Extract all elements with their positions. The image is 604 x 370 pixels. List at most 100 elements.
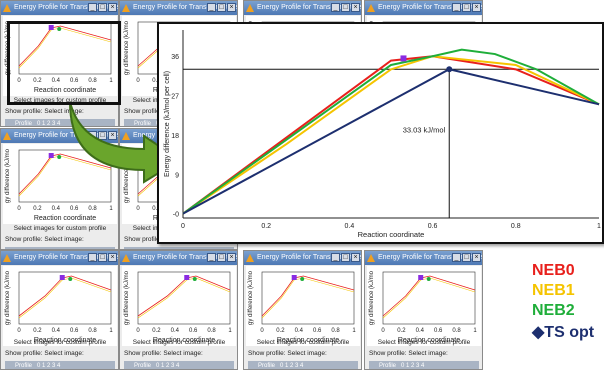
mini-xtick: 0.6 (70, 206, 79, 212)
window-titlebar[interactable]: Energy Profile for Transition State_□× (120, 251, 237, 265)
maximize-button[interactable]: □ (462, 3, 471, 12)
minimize-button[interactable]: _ (88, 3, 97, 12)
zoomed-energy-plot: -0 9 18 27 36 0 0.2 0.4 0.6 0.8 1 Reaction coordina… (157, 22, 604, 244)
mini-xlabel: Reaction coordinate (34, 337, 96, 344)
mini-xlabel: Reaction coordinate (398, 337, 460, 344)
close-button[interactable]: × (227, 253, 236, 262)
maximize-button[interactable]: □ (217, 3, 226, 12)
mini-ylabel: gy difference (kJ/mo (124, 270, 130, 325)
profile-selector[interactable]: Profile 0 1 2 3 4 (5, 361, 115, 369)
profile-indices[interactable]: 0 1 2 3 4 (37, 121, 61, 127)
show-profile-label: Show profile: (124, 236, 162, 243)
close-button[interactable]: × (472, 3, 481, 12)
mini-xtick: 0.2 (152, 78, 161, 84)
window-titlebar[interactable]: Energy Profile for Transition State_□× (365, 1, 482, 15)
select-images-label: Select images for custom profile (256, 339, 350, 346)
select-images-label: Select images for custom profile (377, 339, 471, 346)
close-button[interactable]: × (227, 3, 236, 12)
window-titlebar[interactable]: Energy Profile for Transition State_□× (120, 1, 237, 15)
custom-profile-panel: Select images for custom profile Show pro… (5, 97, 115, 127)
minimize-button[interactable]: _ (452, 253, 461, 262)
y-tick-label: 27 (171, 94, 179, 101)
window-titlebar[interactable]: Energy Profile for Transition State_□× (1, 251, 118, 265)
app-icon (3, 254, 11, 262)
minimize-button[interactable]: _ (331, 3, 340, 12)
mini-xtick: 0 (17, 78, 21, 84)
select-image-label[interactable]: Select image: (44, 108, 84, 115)
app-icon (3, 4, 11, 12)
mini-energy-plot: Reaction coordinate gy difference (kJ/mo 0… (367, 266, 481, 346)
mini-xtick: 0.8 (88, 328, 97, 334)
select-image-label[interactable]: Select image: (163, 350, 203, 357)
close-button[interactable]: × (108, 253, 117, 262)
select-image-label[interactable]: Select image: (44, 236, 84, 243)
maximize-button[interactable]: □ (341, 253, 350, 262)
mini-ylabel: gy difference (kJ/mo (124, 148, 130, 203)
profile-indices[interactable]: 0 1 2 3 4 (156, 363, 180, 369)
energy-profile-window[interactable]: Energy Profile for Transition State_□× Re… (0, 250, 119, 370)
energy-profile-window[interactable]: Energy Profile for Transition State_□×Re… (243, 250, 362, 370)
maximize-button[interactable]: □ (98, 253, 107, 262)
profile-selector[interactable]: Profile 0 1 2 3 4 (124, 361, 234, 369)
select-image-label[interactable]: Select image: (287, 350, 327, 357)
mini-xtick: 1 (109, 328, 113, 334)
app-icon (246, 254, 254, 262)
maximize-button[interactable]: □ (98, 3, 107, 12)
window-title: Energy Profile for Transition State (14, 4, 118, 11)
profile-indices[interactable]: 0 1 2 3 4 (280, 363, 304, 369)
window-titlebar[interactable]: Energy Profile for Transition State_□× (365, 251, 482, 265)
mini-xtick: 0.4 (52, 328, 61, 334)
profile-selector[interactable]: Profile 0 1 2 3 4 (124, 247, 234, 249)
profile-label: Profile (134, 363, 152, 369)
close-button[interactable]: × (351, 253, 360, 262)
profile-selector[interactable]: Profile 0 1 2 3 4 (5, 247, 115, 249)
maximize-button[interactable]: □ (217, 253, 226, 262)
maximize-button[interactable]: □ (341, 3, 350, 12)
minimize-button[interactable]: _ (207, 253, 216, 262)
legend: NEB0 NEB1 NEB2 ◆TS opt (532, 262, 594, 342)
custom-profile-panel: Select images for custom profile Show pro… (369, 339, 479, 369)
y-tick-label: 18 (171, 133, 179, 140)
minimize-button[interactable]: _ (452, 3, 461, 12)
mini-xtick: 0 (136, 206, 140, 212)
zoom-xlabel: Reaction coordinate (358, 230, 425, 239)
energy-profile-window[interactable]: Energy Profile for Transition State_□×Re… (364, 250, 483, 370)
energy-profile-window[interactable]: Energy Profile for Transition State_□×Re… (0, 128, 119, 250)
minimize-button[interactable]: _ (88, 253, 97, 262)
profile-selector[interactable]: Profile 0 1 2 3 4 (248, 361, 358, 369)
x-tick-label: 0 (181, 223, 185, 230)
window-titlebar[interactable]: Energy Profile for Transition State_□× (244, 1, 361, 15)
legend-ts-opt: ◆TS opt (532, 324, 595, 341)
profile-selector[interactable]: Profile 0 1 2 3 4 (5, 119, 115, 127)
custom-profile-panel: Select images for custom profile Show pro… (5, 339, 115, 369)
window-titlebar[interactable]: Energy Profile for Transition State_□× (1, 1, 118, 15)
show-profile-label: Show profile: (124, 108, 162, 115)
select-image-label[interactable]: Select image: (44, 350, 84, 357)
profile-selector[interactable]: Profile 0 1 2 3 4 (369, 361, 479, 369)
mini-xtick: 0.2 (152, 328, 161, 334)
select-images-label: Select images for custom profile (13, 97, 107, 104)
minimize-button[interactable]: _ (207, 3, 216, 12)
minimize-button[interactable]: _ (331, 253, 340, 262)
mini-xtick: 0 (136, 78, 140, 84)
mini-xtick: 0.6 (70, 78, 79, 84)
mini-point (192, 277, 197, 281)
energy-profile-window[interactable]: Energy Profile for Transition State_□×Re… (119, 250, 238, 370)
window-titlebar[interactable]: Energy Profile for Transition State_□× (244, 251, 361, 265)
profile-indices[interactable]: 0 1 2 3 4 (37, 363, 61, 369)
close-button[interactable]: × (472, 253, 481, 262)
maximize-button[interactable]: □ (98, 131, 107, 140)
select-image-label[interactable]: Select image: (408, 350, 448, 357)
mini-xtick: 0.4 (295, 328, 304, 334)
maximize-button[interactable]: □ (462, 253, 471, 262)
mini-xtick: 0 (136, 328, 140, 334)
close-button[interactable]: × (351, 3, 360, 12)
profile-indices[interactable]: 0 1 2 3 4 (401, 363, 425, 369)
close-button[interactable]: × (108, 3, 117, 12)
zoomed-chart-svg: -0 9 18 27 36 0 0.2 0.4 0.6 0.8 1 Reaction coordina… (164, 30, 601, 239)
close-button[interactable]: × (108, 131, 117, 140)
custom-profile-panel: Select images for custom profile Show pro… (5, 225, 115, 249)
mini-xtick: 0.8 (331, 328, 340, 334)
mini-xtick: 0.6 (189, 328, 198, 334)
mini-xtick: 0.8 (452, 328, 461, 334)
